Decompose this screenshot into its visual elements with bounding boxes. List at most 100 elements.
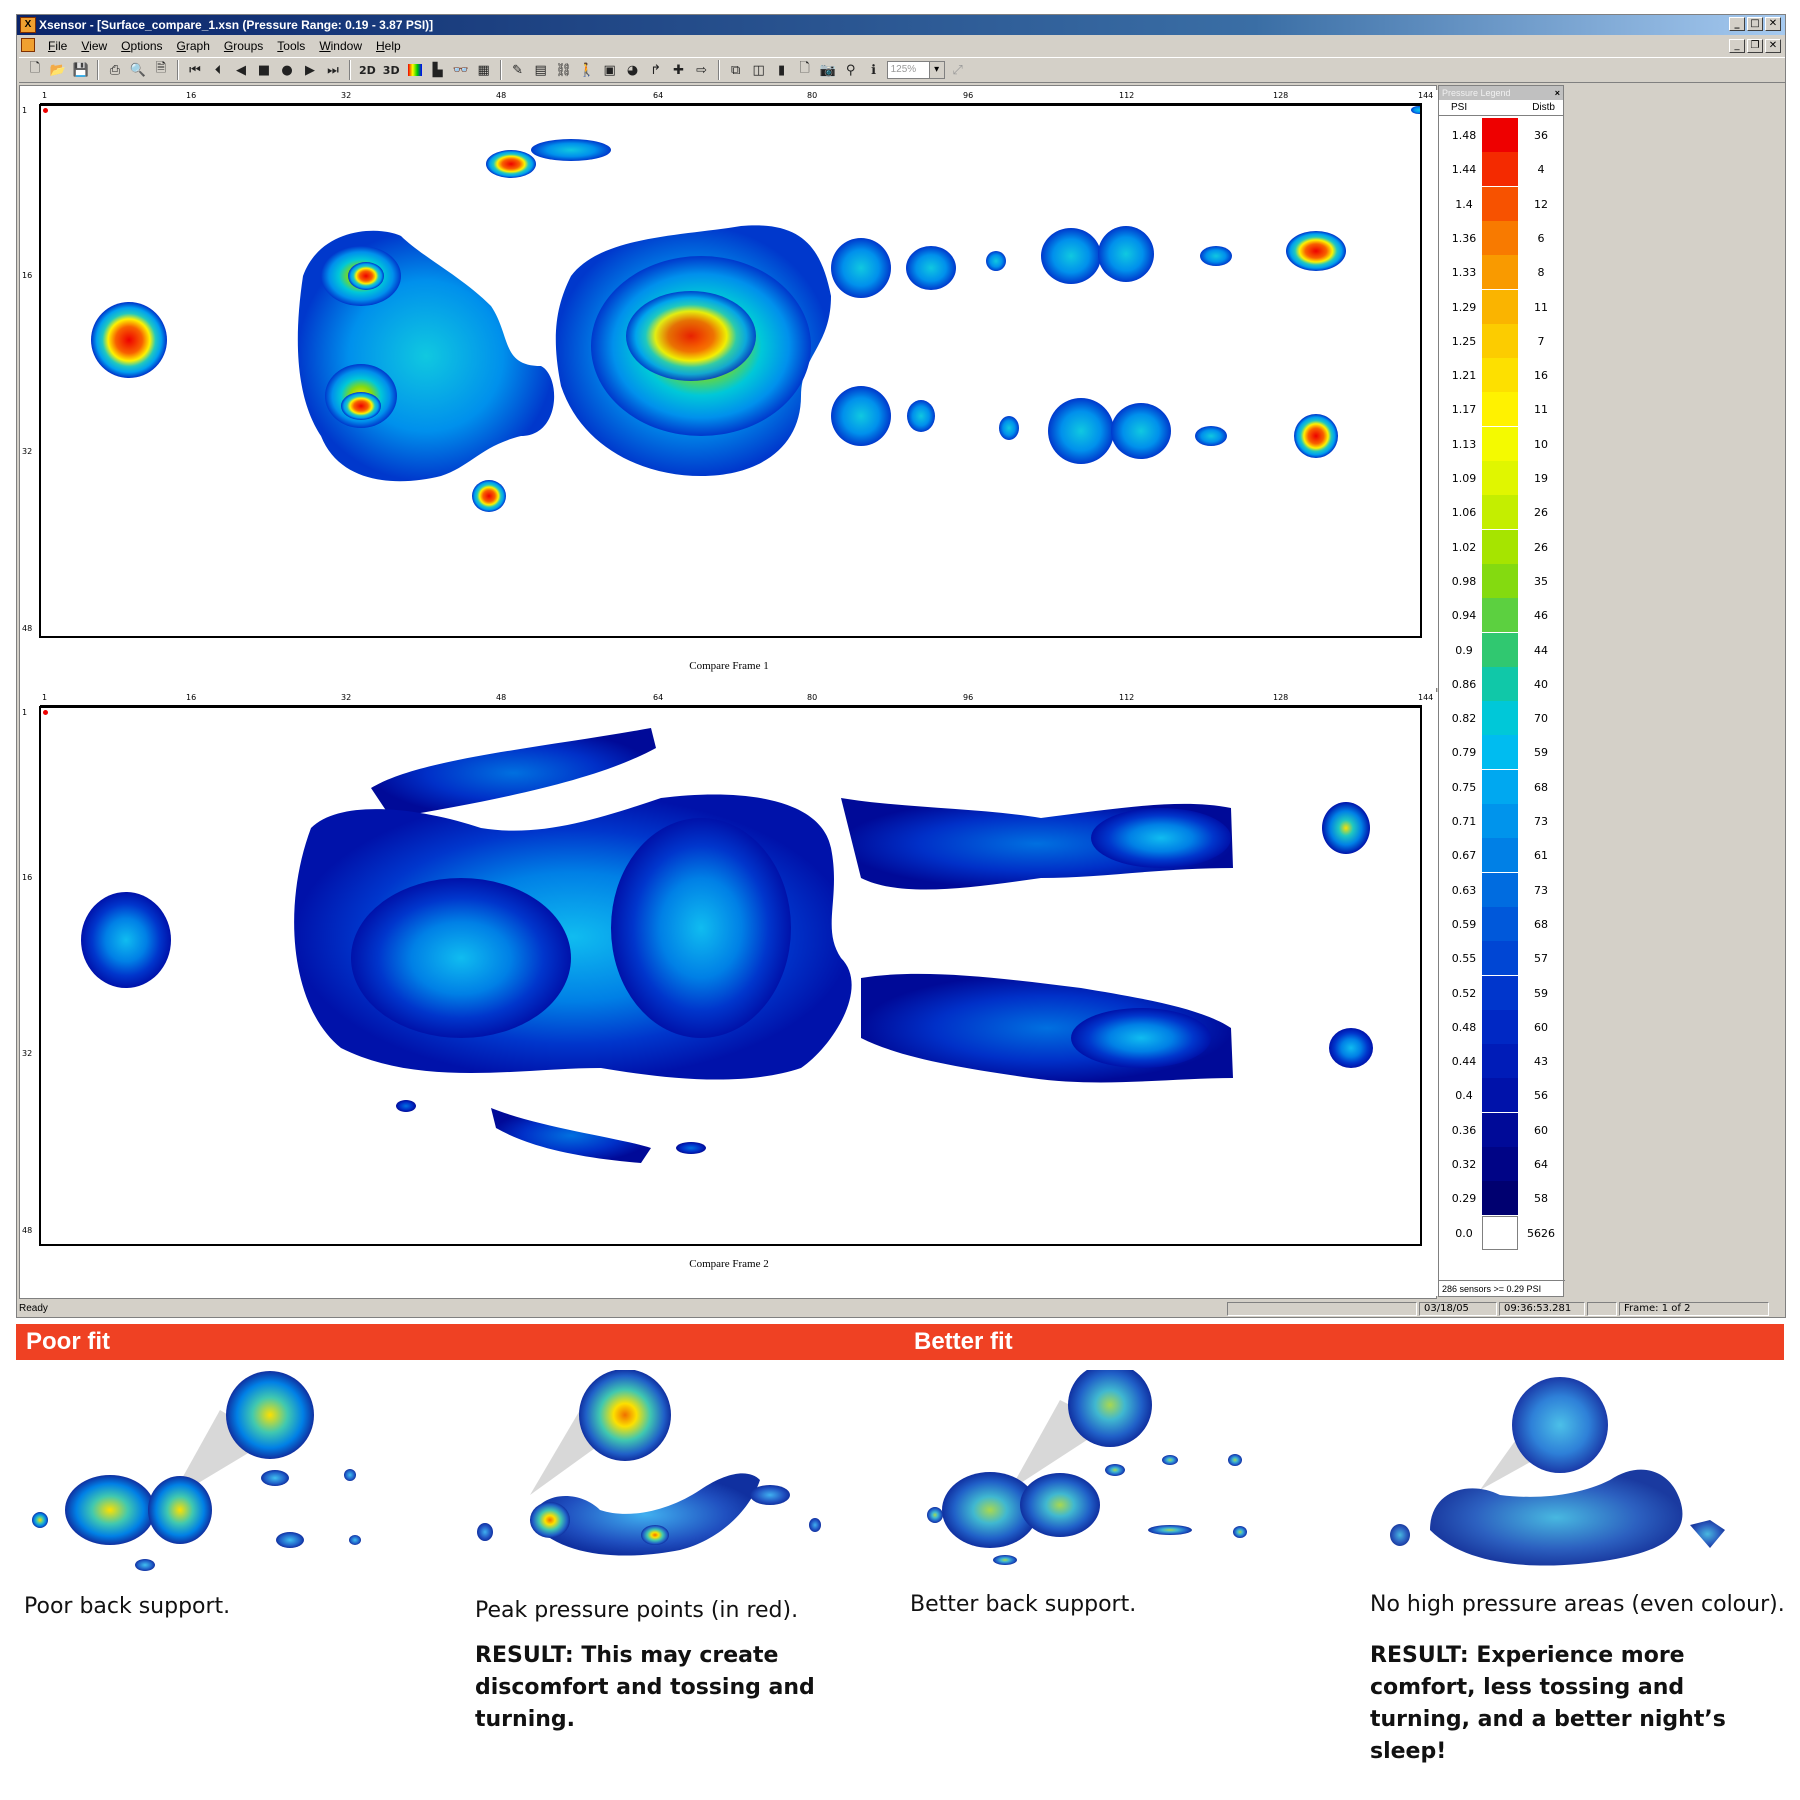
menu-file[interactable]: File — [48, 39, 68, 53]
network-icon[interactable]: ⛓ — [555, 62, 572, 78]
menu-window[interactable]: Window — [319, 39, 362, 53]
peak-pressure-thumbnail — [477, 1370, 821, 1556]
print-setup-icon[interactable]: 🗎 — [155, 61, 167, 76]
y-tick-label: 16 — [22, 873, 33, 882]
legend-color-swatch — [1482, 392, 1518, 427]
legend-dist-value: 43 — [1534, 1055, 1548, 1069]
legend-dist-value: 60 — [1534, 1123, 1548, 1137]
legend-dist-value: 59 — [1534, 746, 1548, 760]
play-icon[interactable]: ▶ — [305, 62, 315, 78]
export-icon[interactable]: ⇨ — [696, 62, 708, 78]
first-frame-icon[interactable]: ⏮ — [189, 62, 201, 78]
document-icon[interactable] — [21, 38, 35, 52]
legend-color-swatch — [1482, 426, 1518, 461]
notes-icon[interactable]: ✎ — [512, 62, 524, 78]
legend-dist-value: 36 — [1534, 129, 1548, 142]
new-icon[interactable]: 🗋 — [29, 61, 41, 76]
legend-psi-value: 1.13 — [1451, 437, 1477, 451]
last-frame-icon[interactable]: ⏭ — [327, 62, 339, 78]
x-tick-label: 16 — [186, 91, 197, 100]
legend-dist-value: 11 — [1534, 300, 1548, 314]
status-date: 03/18/05 — [1419, 1302, 1497, 1316]
save-icon[interactable]: 💾 — [72, 62, 90, 78]
print-icon[interactable]: ⎙ — [109, 62, 121, 78]
view-3d-button[interactable]: 3D — [382, 63, 400, 77]
pressure-map[interactable] — [40, 706, 1422, 1246]
toolbar-separator — [349, 60, 351, 80]
x-tick-label: 96 — [963, 91, 974, 100]
legend-row: 1.29 11 — [1439, 289, 1565, 324]
glasses-icon[interactable]: 👓 — [452, 62, 469, 78]
legend-color-swatch — [1482, 220, 1518, 255]
image-icon[interactable]: ▣ — [603, 62, 616, 78]
title-bar[interactable]: X Xsensor - [Surface_compare_1.xsn (Pres… — [17, 15, 1785, 35]
pressure-map-svg — [91, 106, 1420, 512]
person-icon[interactable]: 🚶 — [578, 62, 595, 78]
legend-row: 0.82 70 — [1439, 701, 1565, 736]
zoom-apply-icon[interactable]: ⤢ — [952, 62, 963, 78]
legend-psi-value: 0.52 — [1451, 986, 1477, 1000]
legend-psi-value: 0.0 — [1455, 1226, 1473, 1240]
legend-title-bar[interactable]: Pressure Legend × — [1439, 86, 1563, 100]
menu-view[interactable]: View — [81, 39, 108, 53]
maximize-button[interactable]: □ — [1747, 17, 1763, 31]
legend-row: 0.94 46 — [1439, 598, 1565, 633]
table-icon[interactable]: ▤ — [534, 62, 547, 78]
info-icon[interactable]: ℹ — [871, 62, 877, 78]
rewind-icon[interactable]: ◀ — [236, 62, 246, 78]
x-tick-label: 112 — [1119, 91, 1135, 100]
window-controls: _ □ ✕ — [1729, 17, 1781, 31]
y-tick-label: 32 — [22, 447, 33, 456]
y-tick-label: 16 — [22, 271, 33, 280]
legend-close-icon[interactable]: × — [1554, 88, 1560, 98]
legend-dist-value: 5626 — [1527, 1226, 1555, 1240]
legend-row: 0.29 58 — [1439, 1181, 1565, 1216]
print-preview-icon[interactable]: 🔍 — [129, 62, 147, 78]
menu-help[interactable]: Help — [376, 39, 401, 53]
stop-icon[interactable]: ■ — [257, 62, 271, 78]
compare-icon[interactable]: ⧉ — [730, 62, 741, 78]
menu-options[interactable]: Options — [121, 39, 163, 53]
prev-frame-icon[interactable]: ⏴ — [214, 62, 222, 78]
menu-tools[interactable]: Tools — [277, 39, 306, 53]
doc-close-button[interactable]: ✕ — [1765, 39, 1781, 53]
menu-graph[interactable]: Graph — [176, 39, 210, 53]
legend-icon[interactable]: ▮ — [778, 62, 786, 78]
xsensor-icon[interactable]: X — [20, 17, 36, 33]
contour-icon[interactable] — [405, 60, 425, 80]
legend-psi-value: 0.98 — [1451, 574, 1477, 588]
split-icon[interactable]: ◫ — [752, 62, 765, 78]
minimize-button[interactable]: _ — [1729, 17, 1745, 31]
x-tick-label: 96 — [963, 693, 974, 702]
legend-row: 0.75 68 — [1439, 769, 1565, 804]
doc-minimize-button[interactable]: _ — [1729, 39, 1745, 53]
bar-graph-icon[interactable]: ▙ — [432, 62, 443, 78]
legend-dist-value: 7 — [1537, 334, 1545, 348]
zoom-select[interactable]: 125% — [886, 61, 945, 79]
legend-color-swatch — [1482, 1147, 1518, 1181]
legend-dist-value: 35 — [1534, 574, 1548, 588]
grid-icon[interactable]: ▦ — [477, 62, 490, 78]
legend-color-swatch — [1482, 186, 1518, 221]
record-icon[interactable]: ● — [281, 62, 293, 78]
close-button[interactable]: ✕ — [1765, 17, 1781, 31]
view-2d-button[interactable]: 2D — [359, 63, 376, 77]
legend-psi-value: 0.67 — [1451, 849, 1477, 863]
doc-restore-button[interactable]: ❐ — [1747, 39, 1763, 53]
better-fit-caption-2: No high pressure areas (even colour). — [1370, 1592, 1785, 1617]
pressure-map[interactable] — [40, 104, 1422, 638]
stamp-icon[interactable]: ⚲ — [845, 62, 856, 78]
pie-icon[interactable]: ◕ — [626, 62, 639, 78]
camera-icon[interactable]: 📷 — [819, 62, 836, 78]
legend-psi-value: 1.36 — [1451, 231, 1477, 245]
legend-row: 1.21 16 — [1439, 358, 1565, 393]
legend-color-swatch — [1482, 632, 1518, 667]
add-icon[interactable]: ✚ — [673, 62, 685, 78]
open-icon[interactable]: 📂 — [49, 62, 67, 78]
legend-psi-value: 0.75 — [1451, 780, 1477, 794]
page-icon[interactable]: 🗋 — [799, 61, 810, 76]
legend-row: 0.32 64 — [1439, 1147, 1565, 1181]
menu-groups[interactable]: Groups — [223, 39, 264, 53]
legend-row: 0.71 73 — [1439, 804, 1565, 838]
arrow-icon[interactable]: ↱ — [650, 62, 662, 78]
